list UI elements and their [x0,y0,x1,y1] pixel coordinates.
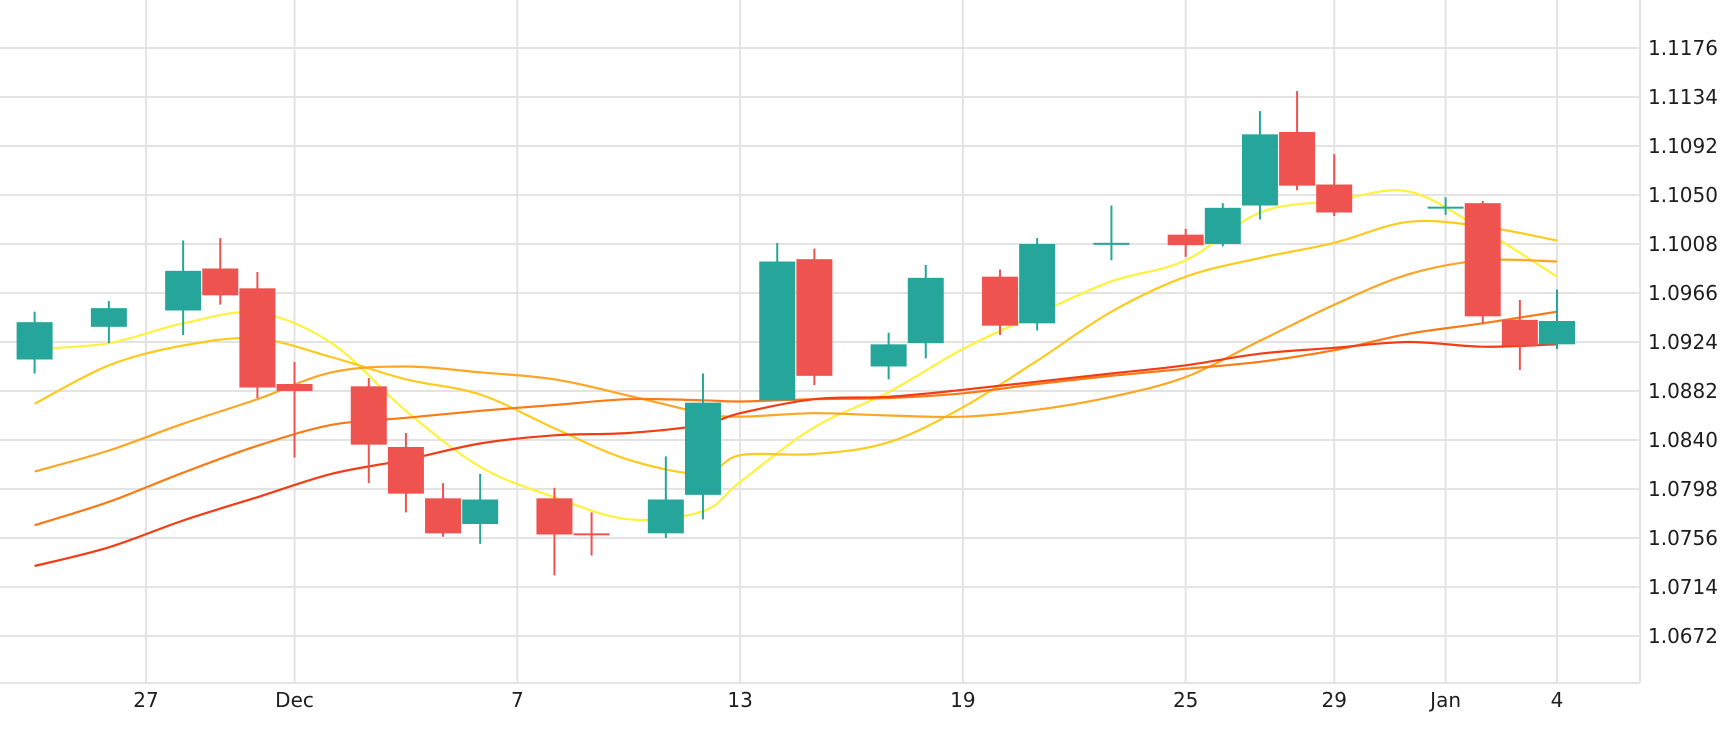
candle [759,242,796,401]
candle-body [462,499,499,524]
candle [1427,197,1464,215]
candle-body [1279,132,1316,186]
candle-body [796,259,833,376]
candle-body [387,447,424,494]
y-tick-label: 1.1176 [1648,36,1718,60]
x-tick-label: 19 [950,688,975,712]
candle [350,378,387,484]
candle [796,248,833,386]
x-tick-label: Dec [275,688,314,712]
candle [1316,154,1353,216]
candle-body [90,308,127,327]
candle [870,332,907,380]
candle-body [165,270,202,311]
candle [16,311,53,374]
candle-body [1539,321,1575,345]
candle-body [647,499,684,534]
candle-body [1241,134,1278,206]
candle [1501,300,1538,370]
candle [425,483,462,537]
y-tick-label: 1.0882 [1648,379,1718,403]
y-tick-label: 1.0924 [1648,330,1718,354]
candle [202,238,239,305]
candle-body [907,277,944,344]
candle-body [1316,184,1353,213]
candle-body [759,261,796,401]
y-tick-label: 1.0672 [1648,624,1718,648]
candle-body [1427,206,1464,209]
candle [1093,205,1130,261]
y-tick-label: 1.1134 [1648,85,1718,109]
y-tick-label: 1.0756 [1648,526,1718,550]
y-tick-label: 1.0798 [1648,477,1718,501]
candle-body [202,268,239,296]
candle [647,456,684,538]
y-tick-label: 1.0966 [1648,281,1718,305]
candle [90,301,127,344]
candle-body [239,288,276,388]
candle-body [1464,203,1501,317]
candle [387,433,424,513]
candle-body [1019,244,1056,324]
candle-body [350,386,387,445]
series-line-2 [34,219,1558,475]
y-axis-labels: 1.1176 1.1134 1.1092 1.1050 1.1008 1.0966 1.09… [1648,36,1718,648]
x-tick-label: 27 [133,688,158,712]
y-tick-label: 1.1050 [1648,183,1718,207]
candle [1019,238,1056,331]
series-line-4 [34,310,1558,527]
y-tick-label: 1.0714 [1648,575,1718,599]
candle [1464,200,1501,324]
y-tick-label: 1.1092 [1648,134,1718,158]
candle-body [536,498,573,535]
candle-body [573,533,610,536]
x-tick-label: 29 [1321,688,1346,712]
series-line-5 [34,340,1558,568]
candle [536,487,573,576]
y-tick-label: 1.0840 [1648,428,1718,452]
candle [982,269,1019,335]
candle-body [425,498,462,534]
x-tick-label: 4 [1551,688,1564,712]
candle [1204,203,1241,247]
candle [573,512,610,556]
y-tick-label: 1.1008 [1648,232,1718,256]
candle-body [1204,207,1241,244]
candle-body [982,276,1019,326]
candle [276,361,313,458]
candle [462,473,499,544]
candle-body [684,402,721,495]
candle [239,272,276,398]
x-axis-labels: 27 Dec 7 13 19 25 29 Jan 4 [133,688,1563,712]
candle [1279,91,1316,191]
candle-body [1093,242,1130,245]
candle [907,265,944,359]
candles [16,91,1575,576]
candle-body [1167,234,1204,246]
x-tick-label: Jan [1428,688,1461,712]
x-tick-label: 25 [1173,688,1198,712]
series-line-1 [34,189,1558,522]
candle-body [16,322,53,360]
candle-body [1501,319,1538,346]
candle [165,240,202,335]
candle [1241,111,1278,220]
candle [1167,228,1204,257]
candle [684,373,721,520]
candle [1539,289,1575,349]
x-tick-label: 7 [511,688,524,712]
x-tick-label: 13 [727,688,752,712]
candle-body [276,384,313,391]
candle-body [870,344,907,367]
